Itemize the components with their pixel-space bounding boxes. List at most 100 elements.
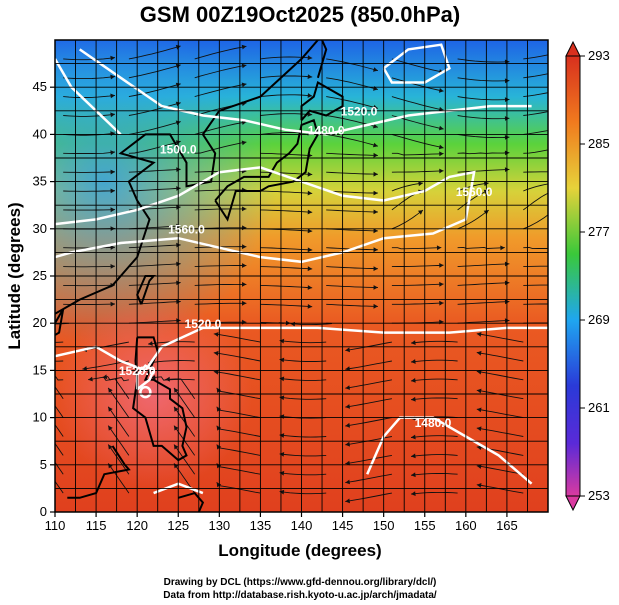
streamline-arrow: [108, 406, 113, 412]
streamline-arrow: [110, 112, 115, 118]
streamline-arrow: [411, 340, 416, 345]
streamline: [173, 387, 196, 418]
streamline: [279, 396, 327, 400]
streamline-arrow: [279, 395, 285, 401]
streamline: [410, 378, 458, 382]
streamline: [391, 133, 444, 149]
streamline-arrow: [500, 245, 505, 251]
streamline-arrow: [411, 359, 416, 364]
streamline: [476, 370, 524, 381]
streamline-arrow: [151, 375, 156, 380]
streamline-arrow: [307, 93, 313, 98]
coastline: [214, 118, 319, 222]
x-axis-label: Longitude (degrees): [218, 541, 381, 560]
credit-drawing: Drawing by DCL (https://www.gfd-dennou.o…: [164, 577, 437, 588]
streamline: [391, 264, 444, 268]
streamline: [391, 302, 444, 305]
x-tick-label: 130: [208, 518, 230, 533]
colorbar-tick-label: 285: [588, 136, 610, 151]
y-tick-label: 0: [40, 504, 47, 519]
streamline-arrow: [279, 338, 285, 344]
streamline-arrow: [241, 120, 247, 125]
streamline-arrow: [411, 378, 416, 383]
streamline: [55, 442, 64, 456]
streamline: [63, 113, 116, 117]
streamline-arrow: [307, 247, 313, 253]
y-tick-label: 5: [40, 457, 47, 472]
streamline-arrow: [242, 282, 247, 287]
streamline-arrow: [411, 434, 416, 440]
contour-label: 1520.0: [185, 317, 222, 331]
streamline-arrow: [476, 426, 482, 432]
colorbar-top-arrow: [565, 40, 581, 57]
streamline-arrow: [439, 300, 444, 306]
y-tick-label: 15: [33, 362, 47, 377]
streamline: [391, 152, 444, 156]
streamline: [260, 94, 313, 98]
x-tick-label: 155: [414, 518, 436, 533]
streamline: [194, 121, 247, 135]
coastline: [55, 308, 65, 337]
streamline-arrow: [476, 332, 482, 337]
streamline: [260, 284, 313, 289]
streamline: [213, 352, 261, 362]
streamline-arrow: [439, 151, 444, 157]
streamline-arrow: [110, 264, 115, 269]
streamline: [523, 247, 548, 250]
colorbar-ticks: 293 285 277 269 261 253: [580, 48, 610, 503]
streamline-arrow: [88, 376, 93, 382]
streamline: [260, 209, 313, 213]
streamline: [194, 83, 247, 98]
streamline: [216, 406, 261, 419]
streamline-arrow: [307, 190, 313, 196]
streamline-arrow: [110, 188, 115, 194]
streamline: [326, 266, 378, 270]
streamline-arrow: [241, 82, 247, 88]
streamline: [63, 171, 116, 173]
streamline: [457, 189, 489, 211]
streamline-arrow: [213, 332, 219, 337]
streamline-arrow: [82, 366, 87, 371]
streamline: [260, 113, 313, 116]
streamline-arrow: [373, 266, 378, 271]
streamline: [260, 266, 313, 270]
streamline-arrow: [476, 369, 482, 375]
colorbar-tick-label: 293: [588, 48, 610, 63]
streamline-arrow: [110, 93, 115, 99]
x-tick-label: 135: [250, 518, 272, 533]
streamline: [457, 209, 489, 230]
streamline: [63, 76, 116, 80]
streamline-arrow: [307, 266, 313, 272]
streamline: [391, 283, 444, 286]
streamline-arrow: [279, 470, 285, 476]
streamline-arrow: [307, 228, 313, 234]
contour-label: 1480.0: [308, 123, 345, 137]
streamline-arrow: [439, 281, 444, 287]
streamline: [107, 406, 130, 437]
streamline: [391, 58, 444, 73]
contour-labels: 1480.0 1520.0 1500.0 1560.0 1560.0 1520.0 1480…: [119, 105, 493, 431]
streamline-arrow: [242, 206, 247, 212]
contour-label: 1520.0: [119, 364, 156, 378]
streamline: [410, 454, 458, 457]
streamline-arrow: [307, 304, 313, 309]
colorbar-tick-label: 277: [588, 224, 610, 239]
streamline: [391, 247, 442, 250]
streamline-arrow: [418, 210, 423, 215]
grid-lines: [55, 40, 548, 512]
streamline-arrow: [108, 425, 113, 431]
streamline: [216, 425, 261, 437]
streamline: [194, 302, 247, 305]
streamline-arrow: [345, 404, 350, 409]
streamline-arrow: [476, 407, 482, 413]
streamline-arrow: [102, 374, 108, 380]
streamline-arrow: [373, 303, 378, 309]
colorbar-tick-label: 269: [588, 312, 610, 327]
streamline: [148, 360, 195, 364]
streamline: [326, 152, 378, 156]
streamline: [63, 209, 116, 211]
streamline: [279, 377, 327, 381]
streamline: [216, 463, 261, 475]
streamline-arrow: [373, 247, 378, 253]
